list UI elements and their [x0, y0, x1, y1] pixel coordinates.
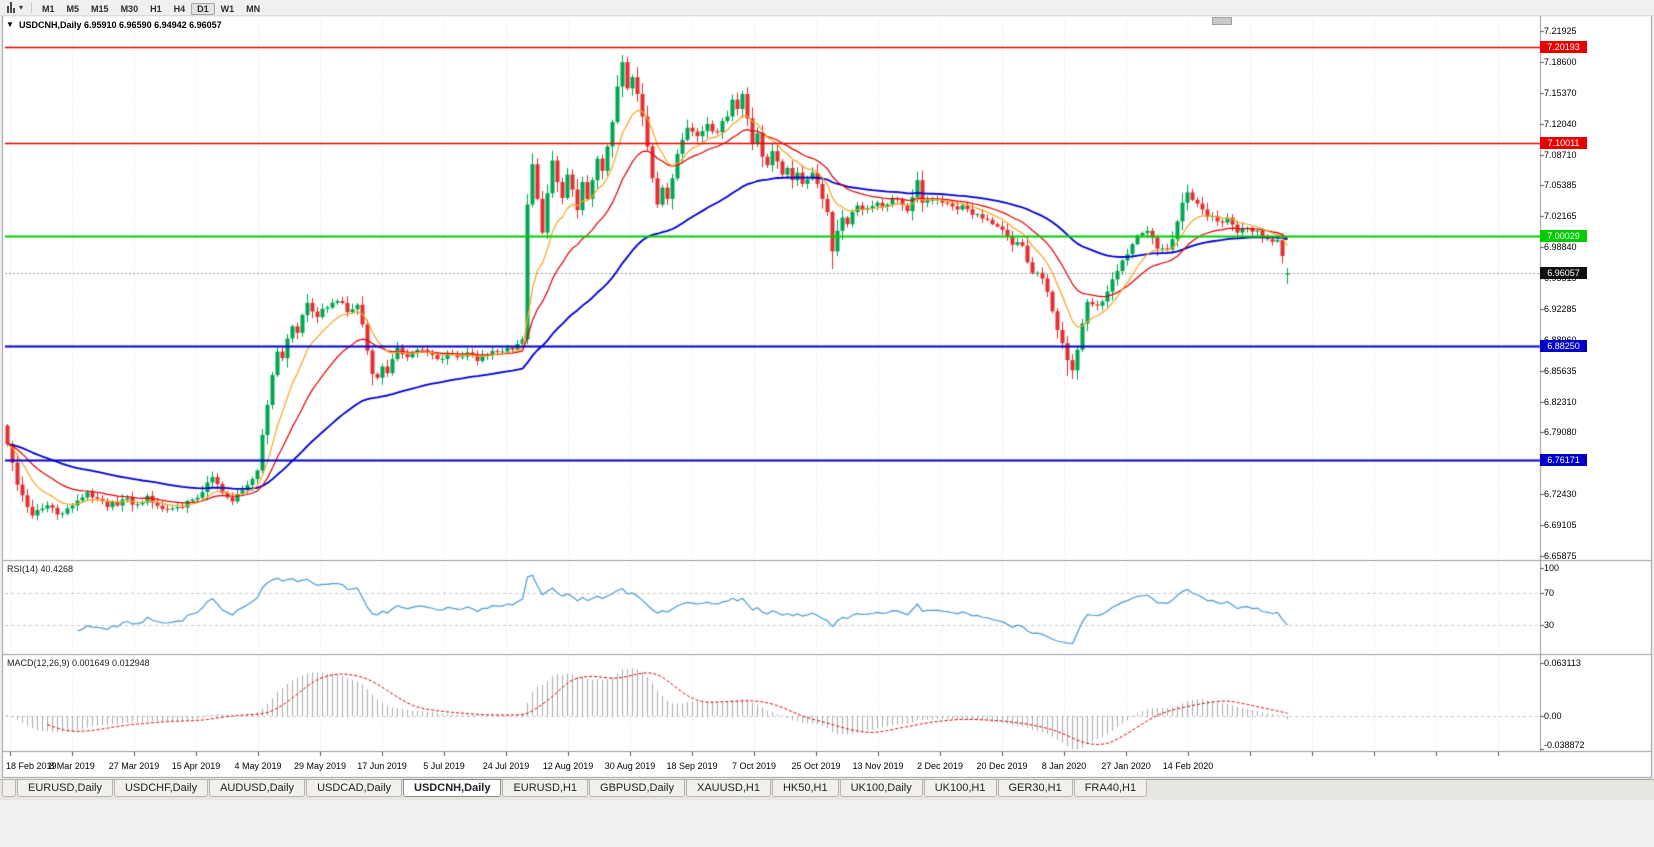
- timeframe-button-w1[interactable]: W1: [220, 3, 235, 14]
- time-axis-label: 30 Aug 2019: [604, 761, 656, 771]
- time-axis-label: 15 Apr 2019: [171, 761, 221, 771]
- price-axis-tick: 6.79080: [1544, 427, 1577, 438]
- tab-strip-corner[interactable]: [2, 779, 16, 797]
- price-axis-tick: 7.15370: [1544, 87, 1577, 98]
- price-axis-tick: 6.85635: [1544, 365, 1577, 376]
- tab-uk100-daily[interactable]: UK100,Daily: [839, 779, 923, 797]
- time-axis-label: 25 Oct 2019: [791, 761, 841, 771]
- price-axis-tick: 7.08710: [1544, 149, 1577, 160]
- timeframe-button-h1[interactable]: H1: [150, 3, 162, 14]
- price-axis-tick: 6.82310: [1544, 396, 1577, 407]
- rsi-axis-tick: 100: [1544, 563, 1560, 573]
- price-line-label: 7.10011: [1540, 136, 1587, 149]
- price-line-label: 6.88250: [1540, 340, 1587, 353]
- timeframe-button-mn[interactable]: MN: [246, 3, 261, 14]
- time-axis-label: 18 Feb 2019: [6, 761, 57, 771]
- price-axis-tick: 6.98840: [1544, 242, 1577, 253]
- price-axis-tick: 6.88960: [1544, 335, 1577, 345]
- chart-type-icon[interactable]: [5, 2, 17, 13]
- tab-usdcnh-daily[interactable]: USDCNH,Daily: [403, 779, 502, 797]
- price-axis-tick: 6.92285: [1544, 303, 1577, 314]
- tab-eurusd-h1[interactable]: EURUSD,H1: [502, 779, 589, 797]
- scrollbar-thumb[interactable]: [1212, 17, 1232, 25]
- toolbar-separator: [31, 2, 33, 13]
- timeframe-button-m1[interactable]: M1: [42, 3, 55, 14]
- tab-xauusd-h1[interactable]: XAUUSD,H1: [685, 779, 771, 797]
- tab-eurusd-daily[interactable]: EURUSD,Daily: [17, 779, 113, 797]
- price-axis-tick: 7.05385: [1544, 180, 1577, 191]
- tab-fra40-h1[interactable]: FRA40,H1: [1073, 779, 1148, 797]
- chart-title-overlay: USDCNH,Daily 6.95910 6.96590 6.94942 6.9…: [19, 20, 222, 30]
- tab-usdchf-daily[interactable]: USDCHF,Daily: [113, 779, 209, 797]
- macd-axis-tick: 0.00: [1544, 711, 1562, 721]
- price-axis-tick: 6.65875: [1544, 551, 1577, 561]
- time-axis-label: 17 Jun 2019: [357, 761, 407, 771]
- time-axis-label: 4 May 2019: [234, 761, 282, 771]
- time-axis-label: 13 Nov 2019: [852, 761, 904, 771]
- price-line-label: 7.00029: [1540, 230, 1587, 243]
- chart-tab-bar: EURUSD,Daily USDCHF,Daily AUDUSD,Daily USDC…: [0, 779, 1654, 800]
- price-axis-tick: 7.21925: [1544, 26, 1577, 36]
- chart-type-dropdown-caret-icon[interactable]: ▾: [19, 3, 24, 12]
- toolbar: ▾ M1 M5 M15 M30 H1 H4 D1 W1 MN: [0, 0, 1654, 16]
- time-axis-label: 20 Dec 2019: [976, 761, 1028, 771]
- tab-hk50-h1[interactable]: HK50,H1: [771, 779, 839, 797]
- time-axis-label: 12 Aug 2019: [542, 761, 594, 771]
- timeframe-button-m15[interactable]: M15: [91, 3, 109, 14]
- price-axis-tick: 6.69105: [1544, 520, 1577, 531]
- time-axis-label: 24 Jul 2019: [482, 761, 530, 771]
- price-axis-tick: 7.18600: [1544, 56, 1577, 67]
- time-axis-label: 14 Feb 2020: [1162, 761, 1214, 771]
- time-axis-label: 8 Jan 2020: [1041, 761, 1087, 771]
- time-axis-label: 29 May 2019: [293, 761, 347, 771]
- rsi-axis-tick: 70: [1544, 587, 1555, 598]
- macd-axis-tick: -0.038872: [1544, 740, 1585, 750]
- time-axis-label: 7 Oct 2019: [731, 761, 777, 771]
- rsi-label: RSI(14) 40.4268: [7, 564, 74, 574]
- tab-uk100-h1[interactable]: UK100,H1: [923, 779, 997, 797]
- macd-axis-tick: 0.063113: [1544, 657, 1581, 668]
- price-line-label: 7.20193: [1540, 41, 1587, 54]
- timeframe-button-m30[interactable]: M30: [120, 3, 139, 14]
- price-line-label: 6.76171: [1540, 453, 1587, 466]
- time-axis-label: 8 Mar 2019: [49, 761, 95, 771]
- timeframe-button-h4[interactable]: H4: [173, 3, 186, 14]
- current-price-label: 6.96057: [1540, 267, 1587, 280]
- timeframe-button-group: M1 M5 M15 M30 H1 H4 D1 W1 MN: [36, 0, 266, 17]
- price-axis-tick: 7.02165: [1544, 211, 1577, 222]
- time-axis-label: 27 Jan 2020: [1101, 761, 1151, 771]
- time-axis-label: 2 Dec 2019: [916, 761, 964, 771]
- tab-usdcad-daily[interactable]: USDCAD,Daily: [306, 779, 403, 797]
- price-axis-tick: 7.12040: [1544, 118, 1577, 129]
- timeframe-button-m5[interactable]: M5: [66, 3, 80, 14]
- tab-gbpusd-daily[interactable]: GBPUSD,Daily: [589, 779, 685, 797]
- tab-ger30-h1[interactable]: GER30,H1: [997, 779, 1073, 797]
- timeframe-button-d1[interactable]: D1: [191, 2, 215, 15]
- time-axis-label: 5 Jul 2019: [423, 761, 465, 771]
- macd-label: MACD(12,26,9) 0.001649 0.012948: [7, 658, 150, 668]
- one-click-trading-arrow-icon[interactable]: ▼: [6, 20, 14, 29]
- time-axis-label: 27 Mar 2019: [108, 761, 160, 771]
- tab-audusd-daily[interactable]: AUDUSD,Daily: [209, 779, 306, 797]
- rsi-axis-tick: 30: [1544, 620, 1555, 631]
- time-axis-label: 18 Sep 2019: [666, 761, 718, 771]
- price-axis-tick: 6.72430: [1544, 489, 1577, 500]
